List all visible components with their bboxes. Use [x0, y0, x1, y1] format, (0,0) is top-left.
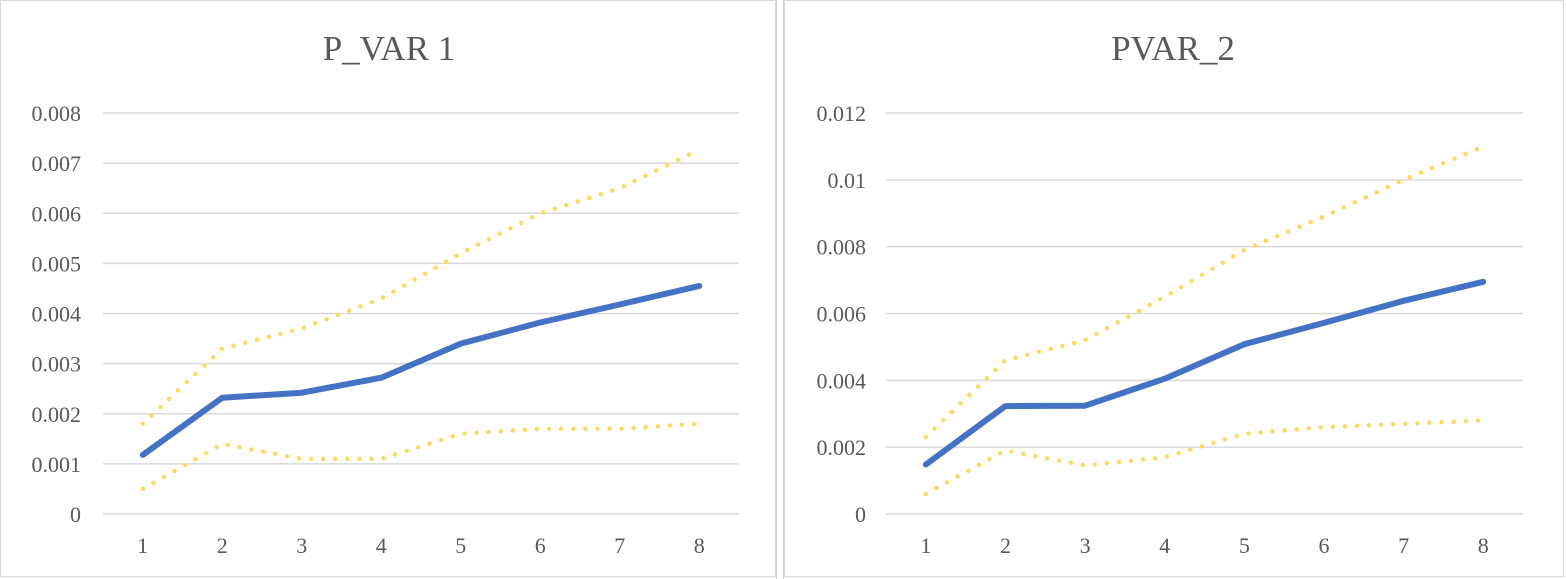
x-tick-label: 4 — [1159, 533, 1170, 558]
x-tick-label: 1 — [920, 533, 931, 558]
chart-2-svg: PVAR_2 0 0.002 0.004 0.006 0.008 0.01 0.012 1 2 3 4… — [817, 29, 1523, 558]
chart-panel-2: PVAR_2 0 0.002 0.004 0.006 0.008 0.01 0.012 1 2 3 4… — [784, 0, 1564, 577]
series-line-estimate — [139, 282, 703, 458]
x-tick-label: 8 — [1478, 533, 1489, 558]
y-tick-label: 0.005 — [32, 251, 82, 276]
chart-1-svg: P_VAR 1 0 0.001 0.002 0.003 0.004 0.005 0.006 0.… — [32, 29, 739, 558]
x-tick-label: 2 — [1000, 533, 1011, 558]
y-tick-label: 0.01 — [828, 168, 867, 193]
series-line-bound — [923, 418, 1486, 497]
y-tick-label: 0.004 — [817, 368, 867, 393]
x-tick-label: 8 — [694, 533, 705, 558]
x-tick-label: 5 — [455, 533, 466, 558]
x-tick-label: 2 — [217, 533, 228, 558]
y-tick-label: 0.012 — [817, 101, 867, 126]
y-tick-label: 0.002 — [817, 435, 867, 460]
y-tick-label: 0.004 — [32, 302, 82, 327]
x-tick-label: 7 — [614, 533, 625, 558]
y-tick-label: 0.007 — [32, 151, 82, 176]
x-tick-label: 6 — [535, 533, 546, 558]
y-tick-label: 0.006 — [32, 201, 82, 226]
y-tick-label: 0.006 — [817, 302, 867, 327]
y-tick-label: 0.002 — [32, 402, 82, 427]
y-tick-label: 0 — [855, 502, 866, 527]
x-tick-label: 5 — [1239, 533, 1250, 558]
chart-title: PVAR_2 — [1111, 29, 1235, 68]
series-line-bound — [140, 147, 702, 427]
series-line-bound — [140, 421, 702, 492]
x-tick-label: 4 — [376, 533, 387, 558]
y-tick-label: 0 — [70, 502, 81, 527]
x-tick-label: 1 — [137, 533, 148, 558]
y-tick-label: 0.008 — [32, 101, 82, 126]
x-tick-label: 6 — [1318, 533, 1329, 558]
y-tick-label: 0.003 — [32, 352, 82, 377]
panel-separator — [776, 0, 784, 579]
series-line-bound — [923, 144, 1486, 440]
x-tick-label: 3 — [296, 533, 307, 558]
y-tick-label: 0.008 — [817, 235, 867, 260]
x-tick-label: 3 — [1080, 533, 1091, 558]
chart-panel-1: P_VAR 1 0 0.001 0.002 0.003 0.004 0.005 0.006 0.… — [0, 0, 776, 577]
y-tick-label: 0.001 — [32, 452, 82, 477]
series-line-estimate — [922, 278, 1487, 468]
x-tick-label: 7 — [1398, 533, 1409, 558]
chart-title: P_VAR 1 — [323, 29, 456, 68]
